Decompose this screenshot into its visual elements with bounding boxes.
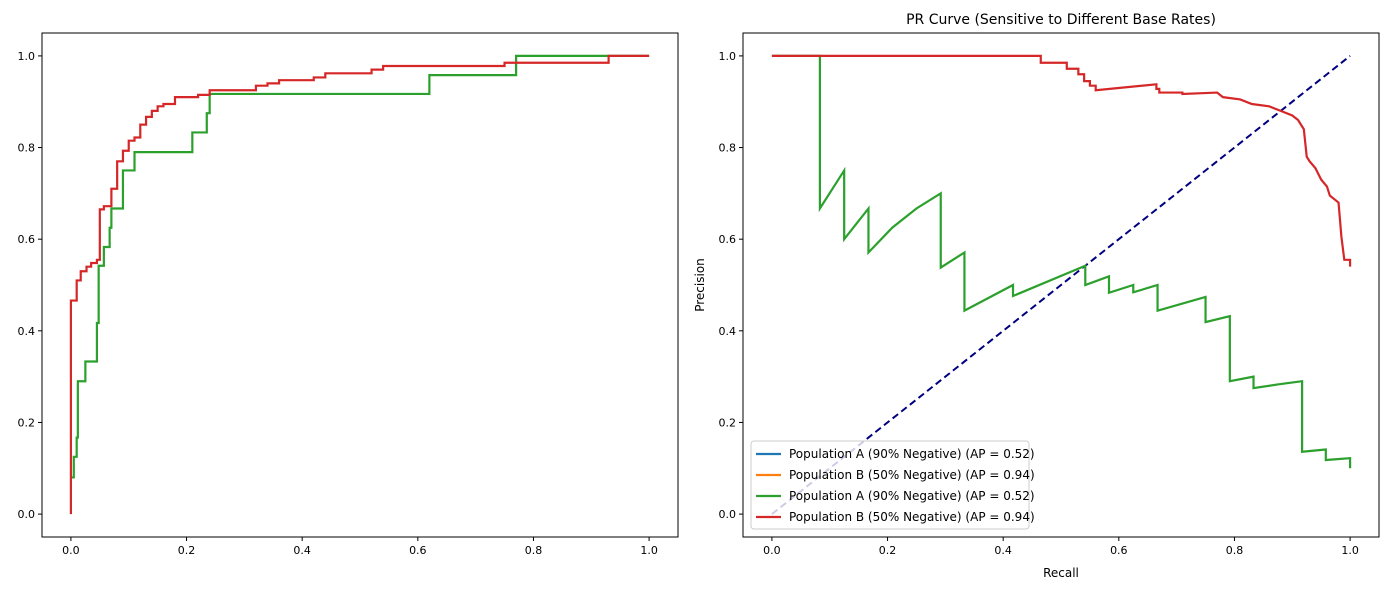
y-tick-label: 1.0 bbox=[719, 50, 737, 63]
y-tick-label: 0.8 bbox=[719, 142, 737, 155]
y-tick-label: 0.4 bbox=[18, 325, 36, 338]
reference-diagonal-line bbox=[771, 55, 1351, 515]
axes-frame bbox=[41, 32, 679, 538]
x-tick-label: 0.2 bbox=[879, 544, 897, 557]
y-tick-label: 0.8 bbox=[18, 142, 36, 155]
legend-label: Population B (50% Negative) (AP = 0.94) bbox=[789, 510, 1035, 524]
x-tick-label: 1.0 bbox=[1341, 544, 1359, 557]
plot-area bbox=[771, 54, 1352, 515]
y-tick-label: 0.6 bbox=[18, 233, 36, 246]
x-tick-label: 0.2 bbox=[178, 544, 196, 557]
x-tick-label: 0.0 bbox=[62, 544, 80, 557]
x-tick-label: 0.6 bbox=[1110, 544, 1128, 557]
legend-label: Population A (90% Negative) (AP = 0.52) bbox=[789, 489, 1035, 503]
x-tick-label: 0.4 bbox=[994, 544, 1012, 557]
series-line-0 bbox=[70, 54, 650, 479]
legend-label: Population B (50% Negative) (AP = 0.94) bbox=[789, 468, 1035, 482]
y-tick-label: 0.2 bbox=[719, 416, 737, 429]
series-line-1 bbox=[69, 54, 650, 515]
x-tick-label: 0.6 bbox=[409, 544, 427, 557]
x-tick-label: 0.8 bbox=[525, 544, 543, 557]
plot-area bbox=[69, 54, 650, 515]
pr-axes: PR Curve (Sensitive to Different Base Ra… bbox=[693, 12, 1380, 580]
x-tick-label: 1.0 bbox=[640, 544, 658, 557]
y-tick-label: 0.4 bbox=[719, 325, 737, 338]
axes-frame bbox=[742, 32, 1380, 538]
legend: Population A (90% Negative) (AP = 0.52) P… bbox=[750, 440, 1035, 530]
pr-ylabel: Precision bbox=[693, 258, 707, 312]
y-tick-label: 0.6 bbox=[719, 233, 737, 246]
x-tick-label: 0.8 bbox=[1226, 544, 1244, 557]
y-tick-label: 0.2 bbox=[18, 416, 36, 429]
x-tick-label: 0.0 bbox=[763, 544, 781, 557]
y-tick-label: 0.0 bbox=[719, 508, 737, 521]
series-line-0 bbox=[771, 54, 1352, 469]
legend-box bbox=[750, 440, 1030, 530]
pr-xlabel: Recall bbox=[1043, 566, 1079, 580]
x-tick-label: 0.4 bbox=[293, 544, 311, 557]
legend-label: Population A (90% Negative) (AP = 0.52) bbox=[789, 447, 1035, 461]
pr-title: PR Curve (Sensitive to Different Base Ra… bbox=[906, 12, 1216, 28]
y-tick-label: 0.0 bbox=[18, 508, 36, 521]
roc-axes: 0.0 0.2 0.4 0.6 0.8 1.0 0.0 0.2 0.4 0.6 0.8 1.0 bbox=[18, 32, 679, 557]
y-tick-label: 1.0 bbox=[18, 50, 36, 63]
series-line-1 bbox=[771, 54, 1352, 267]
